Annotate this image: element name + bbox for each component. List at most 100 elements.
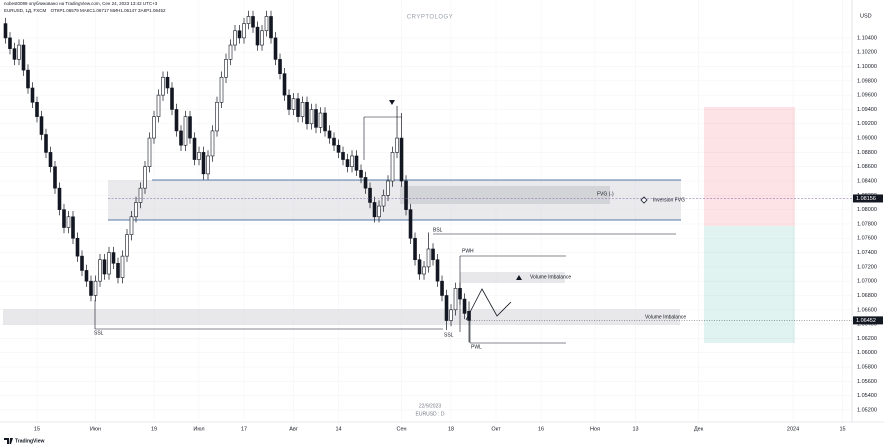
candle-body — [48, 152, 53, 167]
stop-zone — [704, 107, 795, 226]
candle-body — [75, 237, 80, 257]
x-tick-label: 18 — [448, 426, 454, 432]
y-tick-label: 1.07200 — [857, 264, 877, 270]
candle-body — [66, 216, 71, 228]
y-tick-label: 1.07600 — [857, 236, 877, 242]
candle-body — [413, 237, 417, 261]
candle-body — [404, 180, 408, 210]
candle-body — [287, 94, 291, 110]
volume-imbalance-zone — [3, 309, 680, 325]
candle-body — [395, 137, 399, 153]
candle-body — [71, 216, 75, 239]
candle-body — [318, 112, 323, 128]
price-tag — [853, 316, 883, 325]
candle-body — [224, 59, 228, 78]
candle-body — [39, 116, 44, 135]
y-tick-label: 1.06400 — [857, 322, 877, 328]
ohlc-label: МАКС — [80, 8, 93, 13]
candle-body — [260, 30, 264, 46]
x-tick-label: 19 — [151, 426, 157, 432]
candle-body — [246, 16, 251, 24]
candle-body — [44, 134, 48, 153]
candle-body — [125, 234, 129, 257]
candle-body — [282, 73, 287, 96]
candle-body — [12, 48, 17, 60]
candle-body — [264, 16, 269, 32]
candle-body — [300, 102, 305, 117]
candle-body — [219, 76, 224, 103]
annotation: PWH — [462, 248, 474, 254]
ohlc-value: 1.06147 — [120, 8, 137, 13]
candle-body — [143, 166, 147, 189]
candle-body — [156, 94, 161, 117]
brand: TradingView — [15, 438, 44, 444]
candle-body — [98, 259, 102, 282]
axes: 1.05200 1.05400 1.05600 1.05800 1.06000 1.062… — [34, 35, 877, 432]
candles — [3, 10, 471, 343]
candle-body — [161, 76, 165, 96]
y-tick-label: 1.09600 — [857, 93, 877, 99]
y-tick-label: 1.08400 — [857, 178, 877, 184]
date-stamp: 22/9/2023 — [419, 403, 441, 409]
annotation: PWL — [471, 344, 482, 350]
candle-body — [62, 209, 66, 228]
candle-body — [129, 216, 134, 235]
candle-body — [381, 195, 386, 207]
candle-body — [435, 259, 440, 282]
candle-body — [269, 16, 273, 39]
triangle-marker — [516, 275, 522, 280]
candle-body — [467, 311, 471, 321]
candle-body — [296, 98, 300, 117]
candle-body — [309, 109, 314, 125]
candle-body — [8, 37, 12, 49]
annotations: FVG (-) Inversion FVG BSL PWH Volume Imb… — [94, 191, 686, 350]
candle-body — [345, 159, 350, 167]
x-tick-label: Авг — [289, 426, 298, 432]
candle-body — [138, 187, 143, 203]
candle-body — [152, 116, 156, 139]
y-tick-label: 1.09400 — [857, 107, 877, 113]
x-tick-label: 15 — [34, 426, 40, 432]
y-tick-label: 1.05600 — [857, 379, 877, 385]
candle-body — [107, 252, 111, 275]
candle-body — [120, 255, 125, 278]
candle-body — [80, 255, 84, 271]
candle-body — [359, 169, 363, 178]
candle-body — [368, 187, 372, 203]
annotation: Inversion FVG — [653, 197, 685, 203]
candle-body — [305, 102, 309, 125]
y-tick-label: 1.09000 — [857, 136, 877, 142]
candle-body — [93, 280, 98, 296]
candle-body — [453, 288, 458, 311]
candle-body — [201, 152, 206, 175]
grid — [0, 0, 852, 422]
candle-body — [417, 259, 422, 275]
annotation: SSL — [444, 332, 454, 338]
x-tick-label: Окт — [491, 426, 501, 432]
candle-body — [188, 116, 192, 139]
candle-body — [53, 166, 57, 189]
symbol-stamp: EURUSD : D — [416, 411, 445, 417]
x-tick-label: Июл — [193, 426, 204, 432]
annotation: Volume Imbalance — [530, 274, 571, 280]
candle-body — [57, 187, 62, 210]
fvg-level-label: 1.08156 — [856, 196, 876, 202]
candle-body — [422, 266, 426, 275]
x-tick-label: Дек — [694, 426, 704, 432]
ohlc-label: МИН — [110, 8, 120, 13]
candle-body — [170, 87, 174, 110]
x-tick-label: Ноя — [590, 426, 600, 432]
y-tick-label: 1.05800 — [857, 364, 877, 370]
y-tick-label: 1.09800 — [857, 78, 877, 84]
candle-body — [431, 248, 435, 261]
candle-body — [399, 137, 404, 182]
candle-body — [102, 259, 107, 275]
y-tick-label: 1.10000 — [857, 64, 877, 70]
header-title: nobest0099 опубликовано на TradingView.c… — [4, 1, 158, 6]
candle-body — [390, 152, 395, 182]
candle-body — [174, 109, 179, 132]
x-tick-label: 15 — [839, 426, 845, 432]
y-tick-label: 1.08600 — [857, 164, 877, 170]
y-tick-label: 1.08000 — [857, 207, 877, 213]
